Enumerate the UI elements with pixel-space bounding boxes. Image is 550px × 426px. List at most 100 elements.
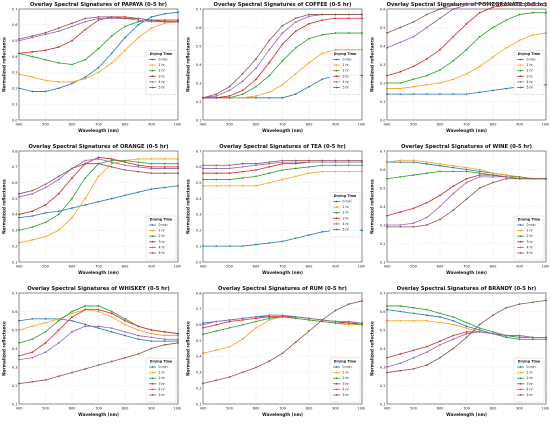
data-point [124,161,126,163]
data-point [124,169,126,171]
y-tick-label: 0.6 [196,26,202,30]
plot-frame [202,292,363,405]
data-point [281,32,284,34]
data-point [492,174,494,176]
x-tick-label: 900 [516,265,524,269]
y-tick-label: 0.2 [380,242,386,246]
data-point [308,22,310,25]
data-point [294,317,297,320]
legend-marker [335,223,338,225]
data-point [110,17,113,20]
y-tick-label: 0.6 [196,323,202,327]
data-point [334,32,337,34]
legend-entry: 5 hr [343,86,350,90]
y-tick-label: 0.3 [12,229,18,233]
data-point [84,58,87,61]
data-point [425,319,428,322]
plot-frame [18,150,179,263]
data-point [478,35,481,38]
data-point [492,2,494,5]
data-point [215,178,218,181]
data-point [110,197,113,200]
y-tick-label: 0.2 [12,87,18,91]
legend-entry: 5 hr [159,86,166,90]
data-point [531,301,534,304]
data-point [215,330,218,332]
data-point [412,222,415,225]
data-point [57,318,60,320]
data-point [294,341,297,344]
y-tick-label: 0.3 [12,365,18,369]
y-tick-label: 0.7 [12,291,18,295]
data-point [425,364,428,367]
data-point [308,319,310,321]
data-point [44,79,47,82]
y-tick-label: 0.6 [196,165,202,169]
data-point [110,360,113,363]
data-point [71,216,73,219]
x-tick-label: 600 [69,123,77,127]
data-point [97,175,100,178]
x-tick-label: 900 [516,123,524,127]
data-point [215,172,218,175]
y-tick-label: 0.0 [12,118,18,122]
legend-entry: 4 hr [343,222,350,226]
y-tick-label: 0.5 [196,181,202,185]
y-tick-label: 0.0 [380,118,386,122]
data-point [518,177,521,180]
x-tick-label: 900 [332,407,340,411]
y-tick-label: 0.1 [12,402,18,406]
x-tick-label: 700 [279,123,287,127]
data-point [452,192,455,195]
data-point [321,320,324,323]
y-tick-label: 0.1 [12,260,18,264]
data-point [321,13,324,16]
legend-entry: 2 hr [343,211,350,215]
data-point [452,59,455,62]
data-point [321,159,324,162]
data-point [163,12,166,15]
legend-marker [335,81,338,83]
data-point [452,164,455,167]
data-point [215,323,218,326]
data-point [44,330,47,333]
data-point [505,87,508,90]
data-point [492,181,494,184]
legend-entry: 1 hr [343,63,350,67]
data-point [241,96,244,99]
data-point [399,176,402,178]
data-point [531,34,534,36]
data-point [57,81,60,83]
x-tick-label: 600 [69,265,77,269]
data-point [399,71,402,73]
data-point [150,332,153,335]
data-point [531,338,534,341]
x-axis-label: Wavelength (nm) [78,128,119,133]
data-point [412,207,415,210]
data-point [425,351,428,354]
data-point [57,62,60,64]
data-point [163,343,166,346]
data-point [465,327,468,330]
data-point [347,48,350,51]
legend-marker [335,377,338,380]
legend-entry: 3 hr [527,382,534,386]
legend-marker [335,382,338,385]
data-point [31,351,34,354]
x-tick-label: 400 [16,407,24,411]
spectral-chart-5: Overlay Spectral Signatures of WINE (0-5… [370,144,550,275]
data-point [137,165,140,168]
data-point [505,46,508,49]
data-point [465,325,468,328]
x-tick-label: 400 [384,407,392,411]
data-point [308,165,310,168]
data-point [137,191,140,194]
data-point [241,317,244,320]
data-point [439,69,441,71]
y-tick-label: 0.1 [380,100,386,104]
data-point [124,318,126,320]
data-point [255,85,257,88]
data-point [44,351,47,354]
